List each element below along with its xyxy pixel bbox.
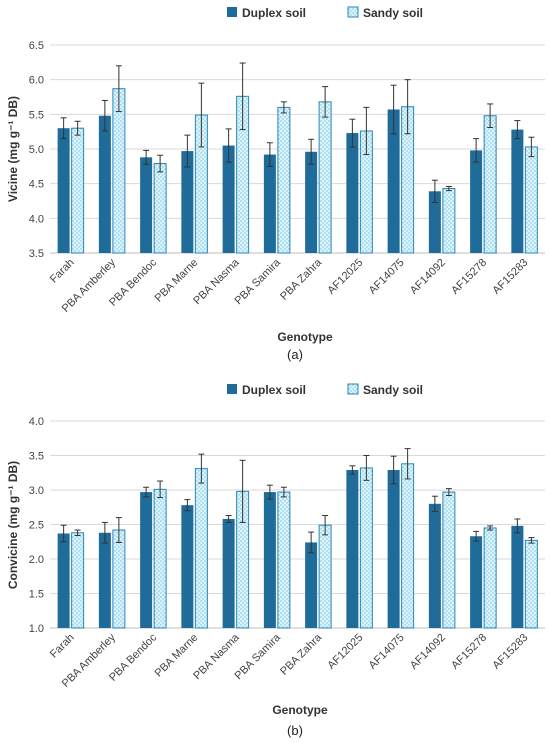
vicine-chart: Duplex soil Sandy soil Vicine (mg g⁻¹ DB… [6,6,545,362]
bar-sandy [483,527,497,629]
y-tick-label: 4.5 [29,179,44,191]
panel-label: (a) [287,347,303,362]
bar-duplex [98,532,111,628]
bar-sandy [277,106,291,254]
x-axis-title: Genotype [272,703,328,717]
bar-sandy [153,163,167,254]
y-tick-label: 6.0 [29,75,44,87]
x-tick-label: AF15283 [490,632,530,672]
bar-sandy [112,88,126,254]
bar-duplex [470,150,483,253]
x-tick-label: AF14092 [408,257,448,297]
x-tick-label: AF15283 [490,257,530,297]
x-tick-label: Farah [48,257,77,286]
x-tick-label: AF14092 [408,632,448,672]
bar-duplex [387,469,400,628]
y-axis-title: Vicine (mg g⁻¹ DB) [6,96,20,202]
bar-sandy [524,539,538,629]
y-tick-label: 5.0 [29,144,44,156]
x-tick-label: AF12025 [325,257,365,297]
bar-sandy [71,532,85,629]
y-tick-label: 4.0 [29,213,44,225]
bar-duplex [346,469,359,628]
bar-duplex [222,518,235,628]
legend-label-sandy: Sandy soil [363,6,423,20]
bar-duplex [387,109,400,253]
x-tick-label: AF12025 [325,632,365,672]
y-tick-label: 3.5 [29,451,44,463]
bar-sandy [112,529,126,629]
y-tick-label: 1.0 [29,623,44,635]
bar-sandy [71,127,85,254]
bar-sandy [277,491,291,629]
bar-sandy [318,524,332,629]
legend: Duplex soil Sandy soil [227,383,423,397]
legend-label-sandy: Sandy soil [363,383,423,397]
y-tick-label: 6.5 [29,40,44,52]
bar-sandy [401,463,415,629]
bar-duplex [305,151,318,253]
bar-duplex [470,536,483,628]
bar-duplex [222,145,235,253]
bar-duplex [346,133,359,253]
x-tick-label: AF14075 [367,257,407,297]
legend-swatch-duplex [227,384,237,394]
bar-duplex [511,525,524,628]
bar-duplex [140,157,153,253]
bar-sandy [194,468,208,629]
panel-label: (b) [287,723,303,738]
legend-label-duplex: Duplex soil [242,383,306,397]
y-tick-label: 3.5 [29,248,44,260]
x-tick-label: PBA Zahra [278,631,325,678]
bar-sandy [318,101,332,254]
bar-duplex [181,151,194,253]
y-tick-label: 2.5 [29,520,44,532]
x-tick-label: AF14075 [367,632,407,672]
bar-sandy [442,188,456,254]
legend-swatch-duplex [227,7,237,17]
y-tick-label: 3.0 [29,485,44,497]
x-tick-label: AF15278 [449,257,489,297]
bar-sandy [153,488,167,629]
legend-label-duplex: Duplex soil [242,6,306,20]
convicine-chart: Duplex soil Sandy soil Convicine (mg g⁻¹… [6,383,545,738]
bar-duplex [57,128,70,253]
bar-duplex [511,129,524,253]
bar-sandy [483,115,497,254]
y-tick-label: 1.5 [29,589,44,601]
bar-sandy [359,467,373,629]
legend: Duplex soil Sandy soil [227,6,423,20]
legend-swatch-sandy [347,383,359,395]
x-tick-label: PBA Zahra [278,256,325,303]
bar-duplex [140,492,153,628]
bar-duplex [181,505,194,628]
x-tick-label: Farah [48,632,77,661]
y-axis-title: Convicine (mg g⁻¹ DB) [6,461,20,589]
bar-duplex [305,542,318,628]
x-axis-title: Genotype [277,330,333,344]
bar-duplex [263,492,276,628]
bar-duplex [57,533,70,628]
y-tick-label: 5.5 [29,109,44,121]
bar-duplex [263,154,276,253]
legend-swatch-sandy [347,6,359,18]
bar-sandy [524,146,538,254]
bar-sandy [442,491,456,629]
x-tick-label: AF15278 [449,632,489,672]
bar-duplex [428,503,441,628]
bar-duplex [98,115,111,253]
bar-duplex [428,191,441,253]
y-tick-label: 2.0 [29,554,44,566]
y-tick-label: 4.0 [29,416,44,428]
